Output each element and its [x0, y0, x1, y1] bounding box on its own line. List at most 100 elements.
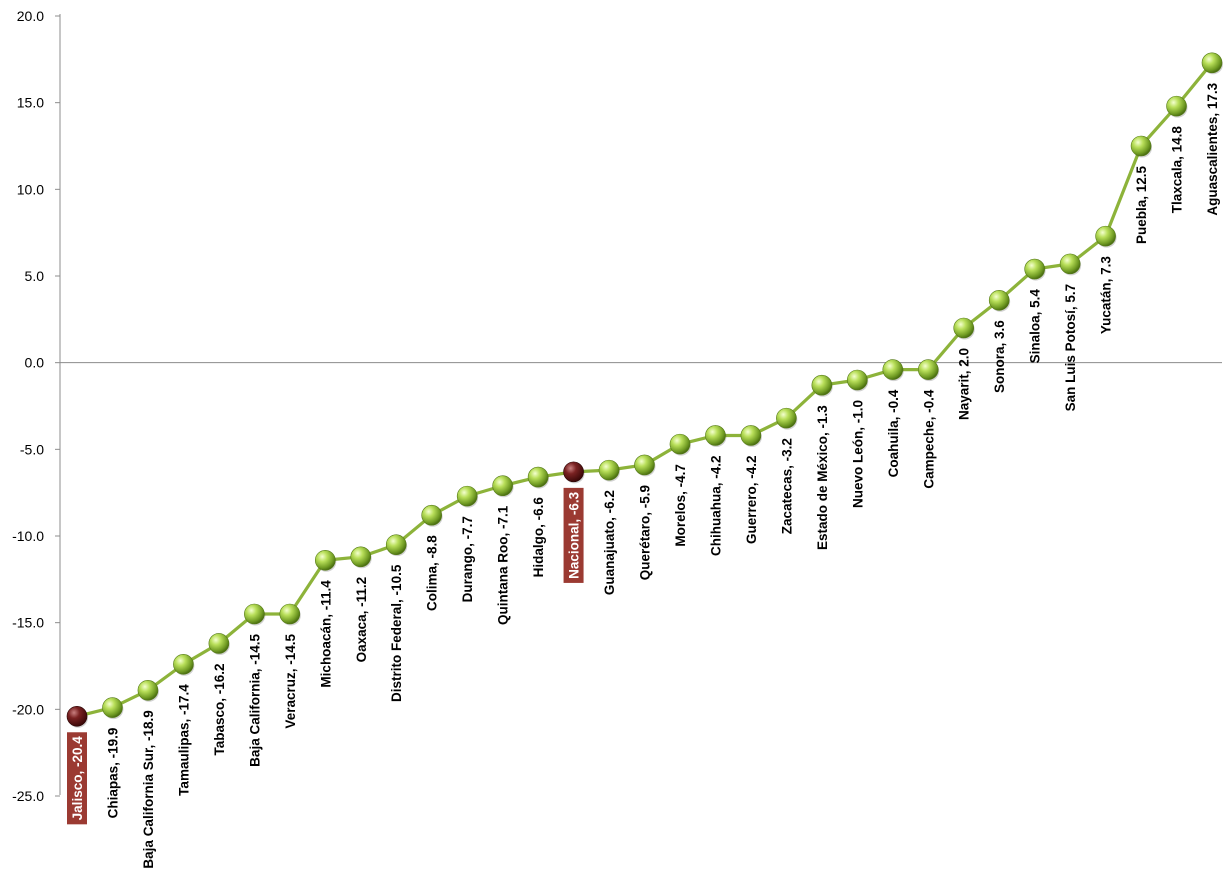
data-point	[598, 459, 620, 481]
y-tick-label: 0.0	[25, 355, 45, 371]
data-label-group: Querétaro, -5.9	[638, 485, 653, 580]
data-label-group: Estado de México, -1.3	[815, 405, 830, 550]
data-label-group: San Luis Potosí, 5.7	[1063, 284, 1078, 412]
data-label: Guerrero, -4.2	[744, 455, 759, 544]
data-label-group: Campeche, -0.4	[921, 389, 936, 489]
data-label: Nacional, -6.3	[567, 491, 582, 579]
data-label: Michoacán, -11.4	[318, 580, 333, 688]
data-point	[137, 679, 159, 701]
data-label: Morelos, -4.7	[673, 464, 688, 547]
data-label: Nayarit, 2.0	[957, 348, 972, 420]
data-label: Distrito Federal, -10.5	[389, 564, 404, 702]
data-point	[456, 485, 478, 507]
data-point	[279, 603, 301, 625]
data-labels: Jalisco, -20.4 Chiapas, -19.9 Baja Califor…	[67, 82, 1220, 869]
y-tick-label: -20.0	[12, 701, 44, 717]
highlight-label-background	[67, 732, 87, 825]
data-point	[882, 359, 904, 380]
data-point	[527, 466, 549, 488]
data-label-group: Hidalgo, -6.6	[531, 497, 546, 578]
data-point	[1130, 135, 1152, 157]
data-label-group: Nuevo León, -1.0	[850, 400, 865, 508]
data-label: Sinaloa, 5.4	[1028, 289, 1043, 364]
data-point	[705, 425, 726, 446]
data-label-group: Distrito Federal, -10.5	[389, 564, 404, 702]
data-label-group: Baja California, -14.5	[247, 634, 262, 767]
data-label-group: Zacatecas, -3.2	[779, 438, 794, 534]
data-point	[988, 289, 1010, 311]
data-label-group: Chihuahua, -4.2	[708, 455, 723, 556]
data-point	[1024, 258, 1045, 280]
data-label: Aguascalientes, 17.3	[1205, 82, 1220, 215]
data-label-group: Nayarit, 2.0	[957, 348, 972, 420]
data-point	[847, 369, 868, 391]
data-label: Querétaro, -5.9	[638, 485, 653, 580]
data-label-group: Coahuila, -0.4	[886, 389, 901, 477]
y-tick-label: 10.0	[17, 181, 44, 197]
data-label: Chihuahua, -4.2	[708, 455, 723, 556]
data-point	[173, 653, 194, 675]
data-label: Hidalgo, -6.6	[531, 497, 546, 578]
data-point	[776, 407, 797, 429]
highlight-data-point	[563, 461, 584, 483]
data-point	[244, 603, 265, 625]
data-label-group: Chiapas, -19.9	[105, 728, 120, 819]
data-label: Estado de México, -1.3	[815, 405, 830, 550]
data-point	[917, 359, 939, 380]
data-point	[811, 374, 833, 396]
data-point	[385, 534, 407, 555]
data-point	[102, 697, 123, 718]
data-label-group: Tamaulipas, -17.4	[176, 684, 191, 796]
data-label-group: Jalisco, -20.4	[67, 732, 87, 825]
highlight-label-background	[563, 487, 584, 583]
data-label-group: Michoacán, -11.4	[318, 580, 333, 688]
data-point	[1166, 95, 1187, 117]
data-label: Durango, -7.7	[460, 516, 475, 602]
data-label: Zacatecas, -3.2	[779, 438, 794, 534]
y-tick-label: -15.0	[12, 615, 44, 631]
data-label: Baja California Sur, -18.9	[141, 710, 156, 868]
data-label: Veracruz, -14.5	[283, 634, 298, 729]
data-label: Quintana Roo, -7.1	[496, 505, 511, 625]
y-tick-label: 20.0	[17, 8, 44, 24]
data-point	[669, 433, 691, 455]
data-label: Oaxaca, -11.2	[354, 577, 369, 663]
data-label: Nuevo León, -1.0	[850, 400, 865, 508]
data-label: Chiapas, -19.9	[105, 728, 120, 819]
data-markers	[66, 52, 1223, 728]
data-label-group: Veracruz, -14.5	[283, 634, 298, 729]
data-label-group: Tlaxcala, 14.8	[1170, 126, 1185, 214]
y-tick-label: -25.0	[12, 788, 44, 804]
data-label: Sonora, 3.6	[992, 320, 1007, 393]
y-tick-label: -10.0	[12, 528, 44, 544]
data-label-group: Aguascalientes, 17.3	[1205, 82, 1220, 215]
data-label: Guanajuato, -6.2	[602, 490, 617, 595]
data-label-group: Tabasco, -16.2	[212, 663, 227, 755]
data-label: San Luis Potosí, 5.7	[1063, 284, 1078, 412]
data-label-group: Yucatán, 7.3	[1099, 256, 1114, 335]
data-label-group: Sinaloa, 5.4	[1028, 289, 1043, 364]
data-label-group: Oaxaca, -11.2	[354, 577, 369, 663]
data-point	[634, 454, 655, 476]
data-point	[1059, 253, 1081, 275]
data-label-group: Guerrero, -4.2	[744, 455, 759, 544]
data-point	[314, 549, 336, 571]
data-label-group: Durango, -7.7	[460, 516, 475, 602]
data-label: Colima, -8.8	[425, 535, 440, 611]
data-label: Tabasco, -16.2	[212, 663, 227, 755]
data-label: Jalisco, -20.4	[70, 736, 85, 821]
data-label-group: Guanajuato, -6.2	[602, 490, 617, 595]
data-label: Tamaulipas, -17.4	[176, 684, 191, 796]
data-label-group: Baja California Sur, -18.9	[141, 710, 156, 868]
data-point	[208, 633, 230, 654]
y-tick-label: -5.0	[20, 441, 44, 457]
data-label-group: Nacional, -6.3	[563, 487, 584, 583]
highlight-data-point	[66, 705, 88, 727]
data-point	[492, 475, 513, 497]
data-label-group: Sonora, 3.6	[992, 320, 1007, 393]
data-label-group: Colima, -8.8	[425, 535, 440, 611]
data-label-group: Quintana Roo, -7.1	[496, 505, 511, 625]
data-label: Coahuila, -0.4	[886, 389, 901, 477]
data-point	[1201, 52, 1223, 74]
